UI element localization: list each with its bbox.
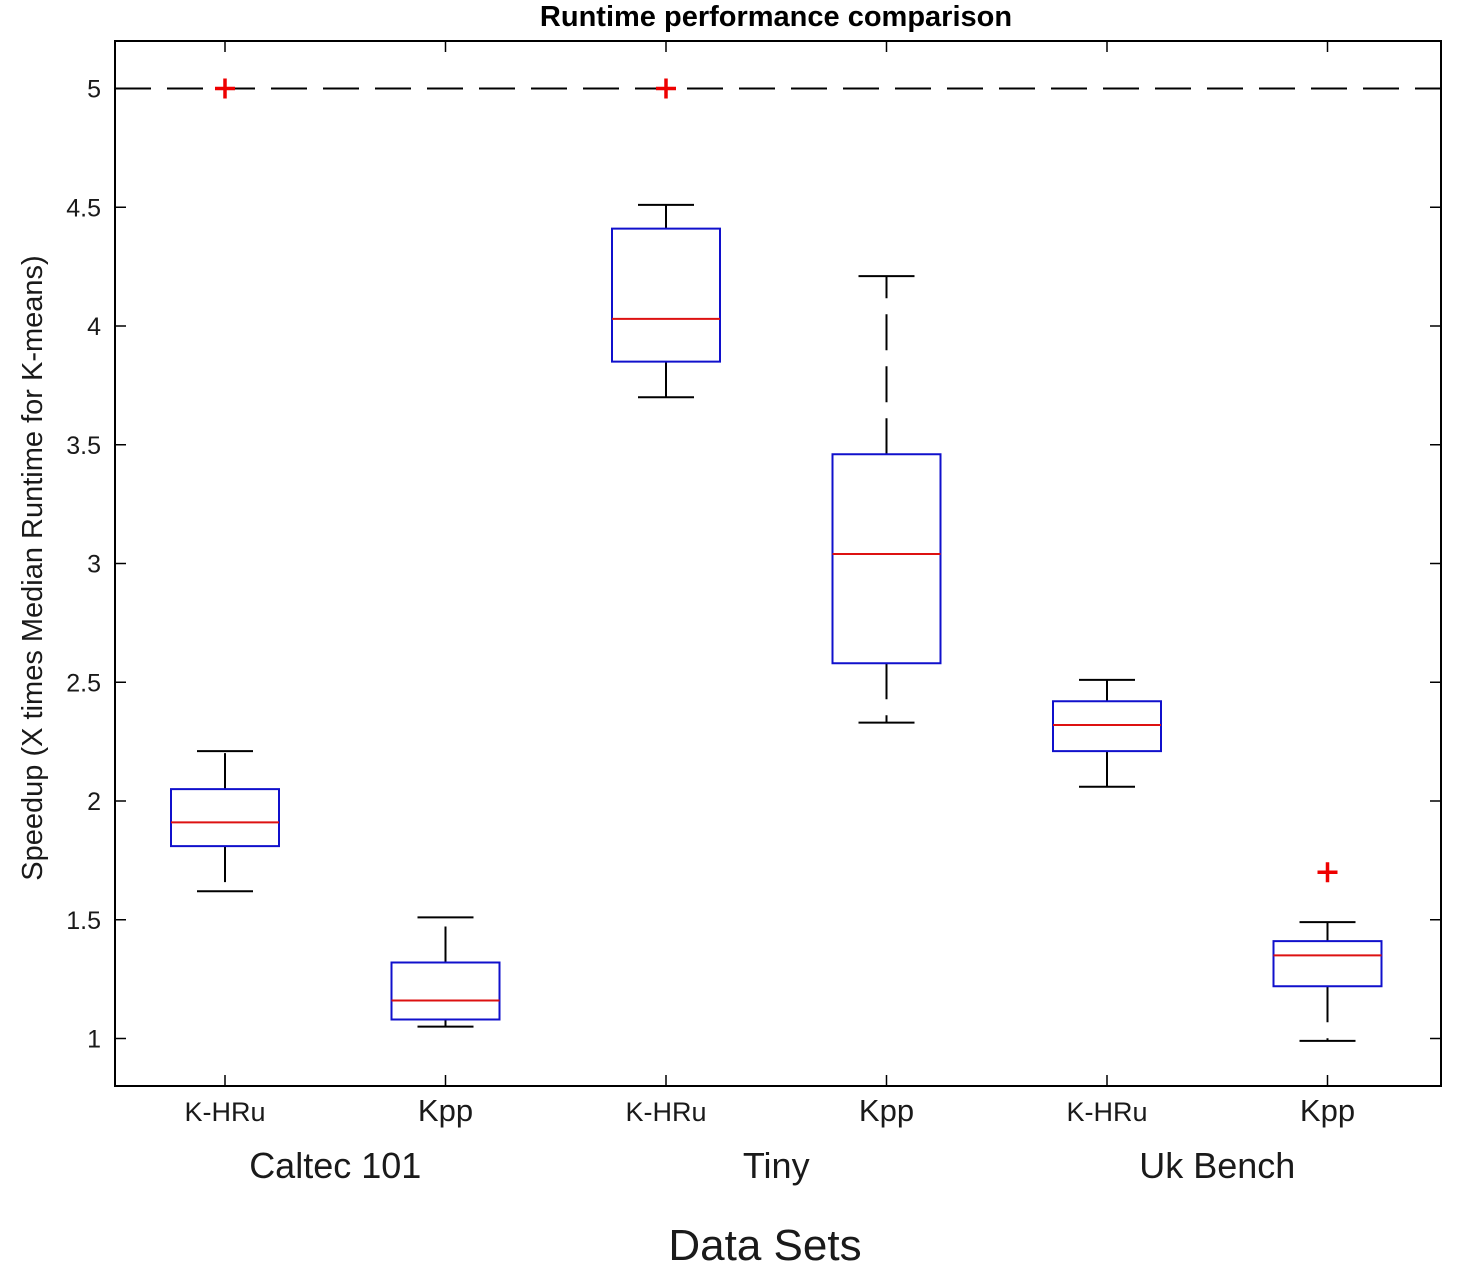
y-tick-label: 4: [87, 313, 101, 341]
axes-frame: [114, 40, 1442, 1087]
group-label: Tiny: [743, 1145, 810, 1186]
box-iqr: [611, 227, 721, 363]
y-axis-label: Speedup (X times Median Runtime for K-me…: [17, 255, 49, 880]
box-iqr: [1272, 940, 1383, 988]
x-tick-label: Kpp: [1300, 1093, 1355, 1128]
y-tick-label: 4.5: [66, 194, 101, 222]
x-tick-label: K-HRu: [184, 1097, 265, 1127]
box-iqr: [831, 453, 942, 665]
x-tick-label: K-HRu: [1066, 1097, 1147, 1127]
y-tick-label: 3: [87, 551, 101, 579]
x-tick-label: K-HRu: [625, 1097, 706, 1127]
y-tick-label: 3.5: [66, 432, 101, 460]
y-tick-label: 1.5: [66, 907, 101, 935]
group-label: Uk Bench: [1139, 1145, 1295, 1186]
x-axis-label: Data Sets: [668, 1221, 861, 1270]
y-tick-label: 2.5: [66, 669, 101, 697]
y-tick-label: 2: [87, 788, 101, 816]
outlier-marker: [215, 78, 235, 99]
x-tick-label: Kpp: [859, 1093, 914, 1128]
chart-title: Runtime performance comparison: [540, 1, 1012, 33]
outlier-marker: [1317, 862, 1338, 883]
box-iqr: [1052, 700, 1162, 753]
group-label: Caltec 101: [249, 1145, 421, 1186]
x-tick-label: Kpp: [418, 1093, 473, 1128]
outlier-marker: [656, 78, 676, 99]
y-tick-label: 5: [87, 76, 101, 104]
y-tick-label: 1: [87, 1026, 101, 1054]
box-iqr: [390, 961, 501, 1021]
plot-area: 1 1.5 2 2.5 3 3.5 4 4.5 5 K-HRu Kpp K-HRu Kpp K-HRu Kp…: [66, 40, 1442, 1186]
box-iqr: [170, 788, 280, 848]
